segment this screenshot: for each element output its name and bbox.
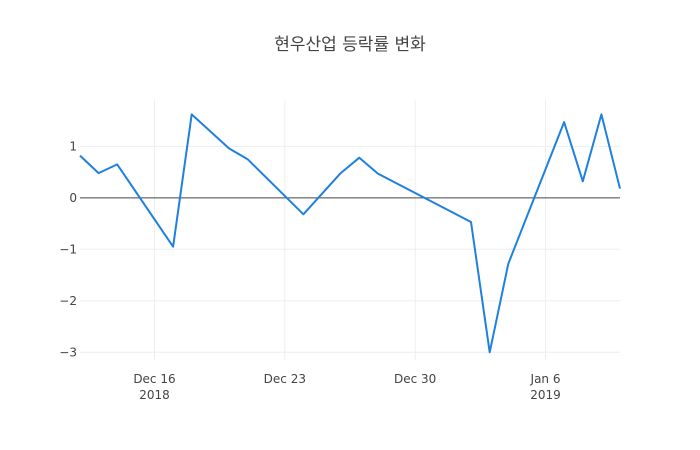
y-tick-label: 1 <box>69 139 77 153</box>
x-tick-label: Dec 23 <box>264 372 306 386</box>
y-tick-label: 0 <box>69 191 77 205</box>
chart-title: 현우산업 등락률 변화 <box>274 35 426 55</box>
y-tick-label: −3 <box>59 345 77 359</box>
x-tick-label: Dec 30 <box>394 372 436 386</box>
x-tick-label: Dec 16 <box>133 372 175 386</box>
x-tick-label: Jan 6 <box>530 372 561 386</box>
x-tick-year-label: 2019 <box>530 388 561 402</box>
series-line <box>79 113 621 354</box>
series-layer <box>79 113 621 354</box>
axis-layer: Dec 16 2018 Dec 23 Dec 30 Jan 6 2019 1 0 −1 −2 −3 <box>59 139 560 402</box>
grid-layer <box>80 100 620 360</box>
y-tick-label: −1 <box>59 242 77 256</box>
y-tick-label: −2 <box>59 294 77 308</box>
x-tick-year-label: 2018 <box>139 388 170 402</box>
